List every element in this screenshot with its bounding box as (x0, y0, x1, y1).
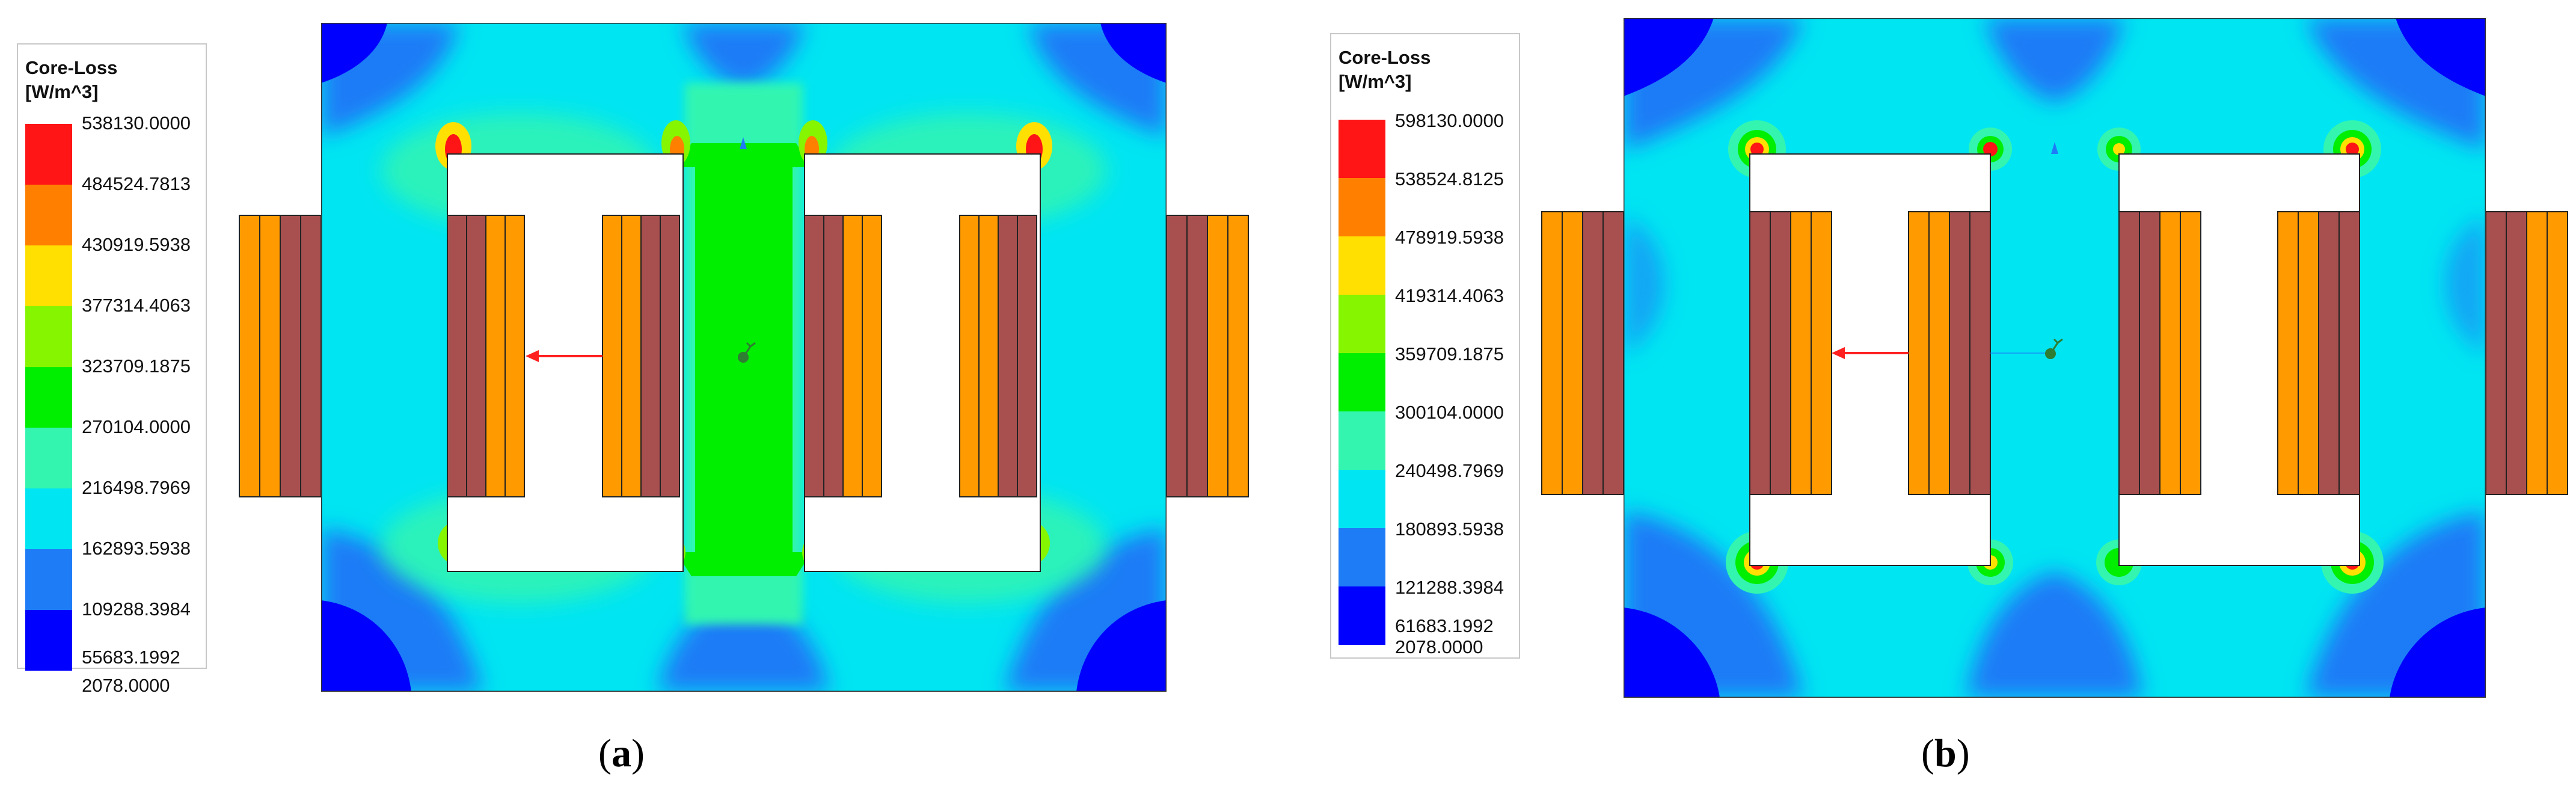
swatch-4 (1339, 295, 1385, 353)
legend-value: 180893.5938 (1395, 518, 1504, 540)
swatch-6 (1339, 411, 1385, 470)
swatch-1 (25, 124, 72, 185)
arrow-b (1832, 347, 1909, 359)
caption-a: (a) (598, 731, 645, 775)
arrow-a (526, 350, 603, 362)
swatch-4 (25, 306, 72, 367)
legend-value: 270104.0000 (82, 416, 191, 437)
outer-coil-left-a (239, 215, 322, 497)
swatch-7 (1339, 470, 1385, 528)
legend-value: 240498.7969 (1395, 460, 1504, 481)
legend-a: Core-Loss [W/m^3] 538130.0000 484524.781… (17, 43, 207, 695)
legend-value: 2078.0000 (82, 675, 170, 696)
legend-value: 377314.4063 (82, 295, 191, 316)
legend-value: 216498.7969 (82, 477, 191, 498)
legend-value: 419314.4063 (1395, 285, 1504, 306)
swatch-2 (25, 185, 72, 245)
legend-value: 359709.1875 (1395, 343, 1504, 365)
outer-coil-left-b (1541, 211, 1624, 495)
core-loss-field-b (1541, 18, 2568, 698)
legend-value: 478919.5938 (1395, 227, 1504, 248)
legend-b: Core-Loss [W/m^3] 598130.0000 538524.812… (1330, 33, 1520, 659)
swatch-8 (1339, 528, 1385, 586)
swatch-5 (25, 367, 72, 428)
legend-value: 109288.3984 (82, 598, 191, 620)
outer-coil-right-a (1166, 215, 1249, 497)
legend-value: 300104.0000 (1395, 402, 1504, 423)
swatch-7 (25, 488, 72, 549)
legend-value: 484524.7813 (82, 173, 191, 194)
legend-value: 162893.5938 (82, 538, 191, 559)
outer-coil-right-b (2485, 211, 2568, 495)
swatch-8 (25, 549, 72, 610)
legend-title-b: Core-Loss (1339, 47, 1431, 68)
legend-value: 598130.0000 (1395, 110, 1504, 131)
inner-coil-left-a (447, 215, 680, 497)
legend-unit-b: [W/m^3] (1339, 71, 1412, 92)
inner-coil-left-b (1749, 211, 1991, 495)
swatch-9 (1339, 586, 1385, 645)
legend-value: 538524.8125 (1395, 168, 1504, 189)
swatch-1 (1339, 120, 1385, 178)
legend-title-a: Core-Loss (25, 57, 118, 78)
legend-value: 2078.0000 (1395, 636, 1483, 657)
swatch-3 (25, 245, 72, 306)
swatch-6 (25, 428, 72, 488)
swatch-5 (1339, 353, 1385, 411)
legend-value: 538130.0000 (82, 112, 191, 134)
origin-marker-a (738, 342, 756, 363)
legend-value: 55683.1992 (82, 647, 180, 668)
inner-coil-right-a (804, 215, 1037, 497)
legend-value: 323709.1875 (82, 355, 191, 377)
swatch-2 (1339, 178, 1385, 236)
legend-value: 430919.5938 (82, 234, 191, 255)
swatch-9 (25, 610, 72, 671)
legend-value: 121288.3984 (1395, 577, 1504, 598)
core-loss-field-a (239, 23, 1249, 692)
caption-b: (b) (1921, 731, 1970, 775)
marker-triangle-b (2051, 142, 2058, 154)
inner-coil-right-b (2118, 211, 2360, 495)
legend-value: 61683.1992 (1395, 615, 1494, 636)
origin-marker-b (2045, 338, 2063, 359)
marker-triangle-a (740, 137, 747, 149)
legend-unit-a: [W/m^3] (25, 81, 99, 102)
swatch-3 (1339, 236, 1385, 295)
